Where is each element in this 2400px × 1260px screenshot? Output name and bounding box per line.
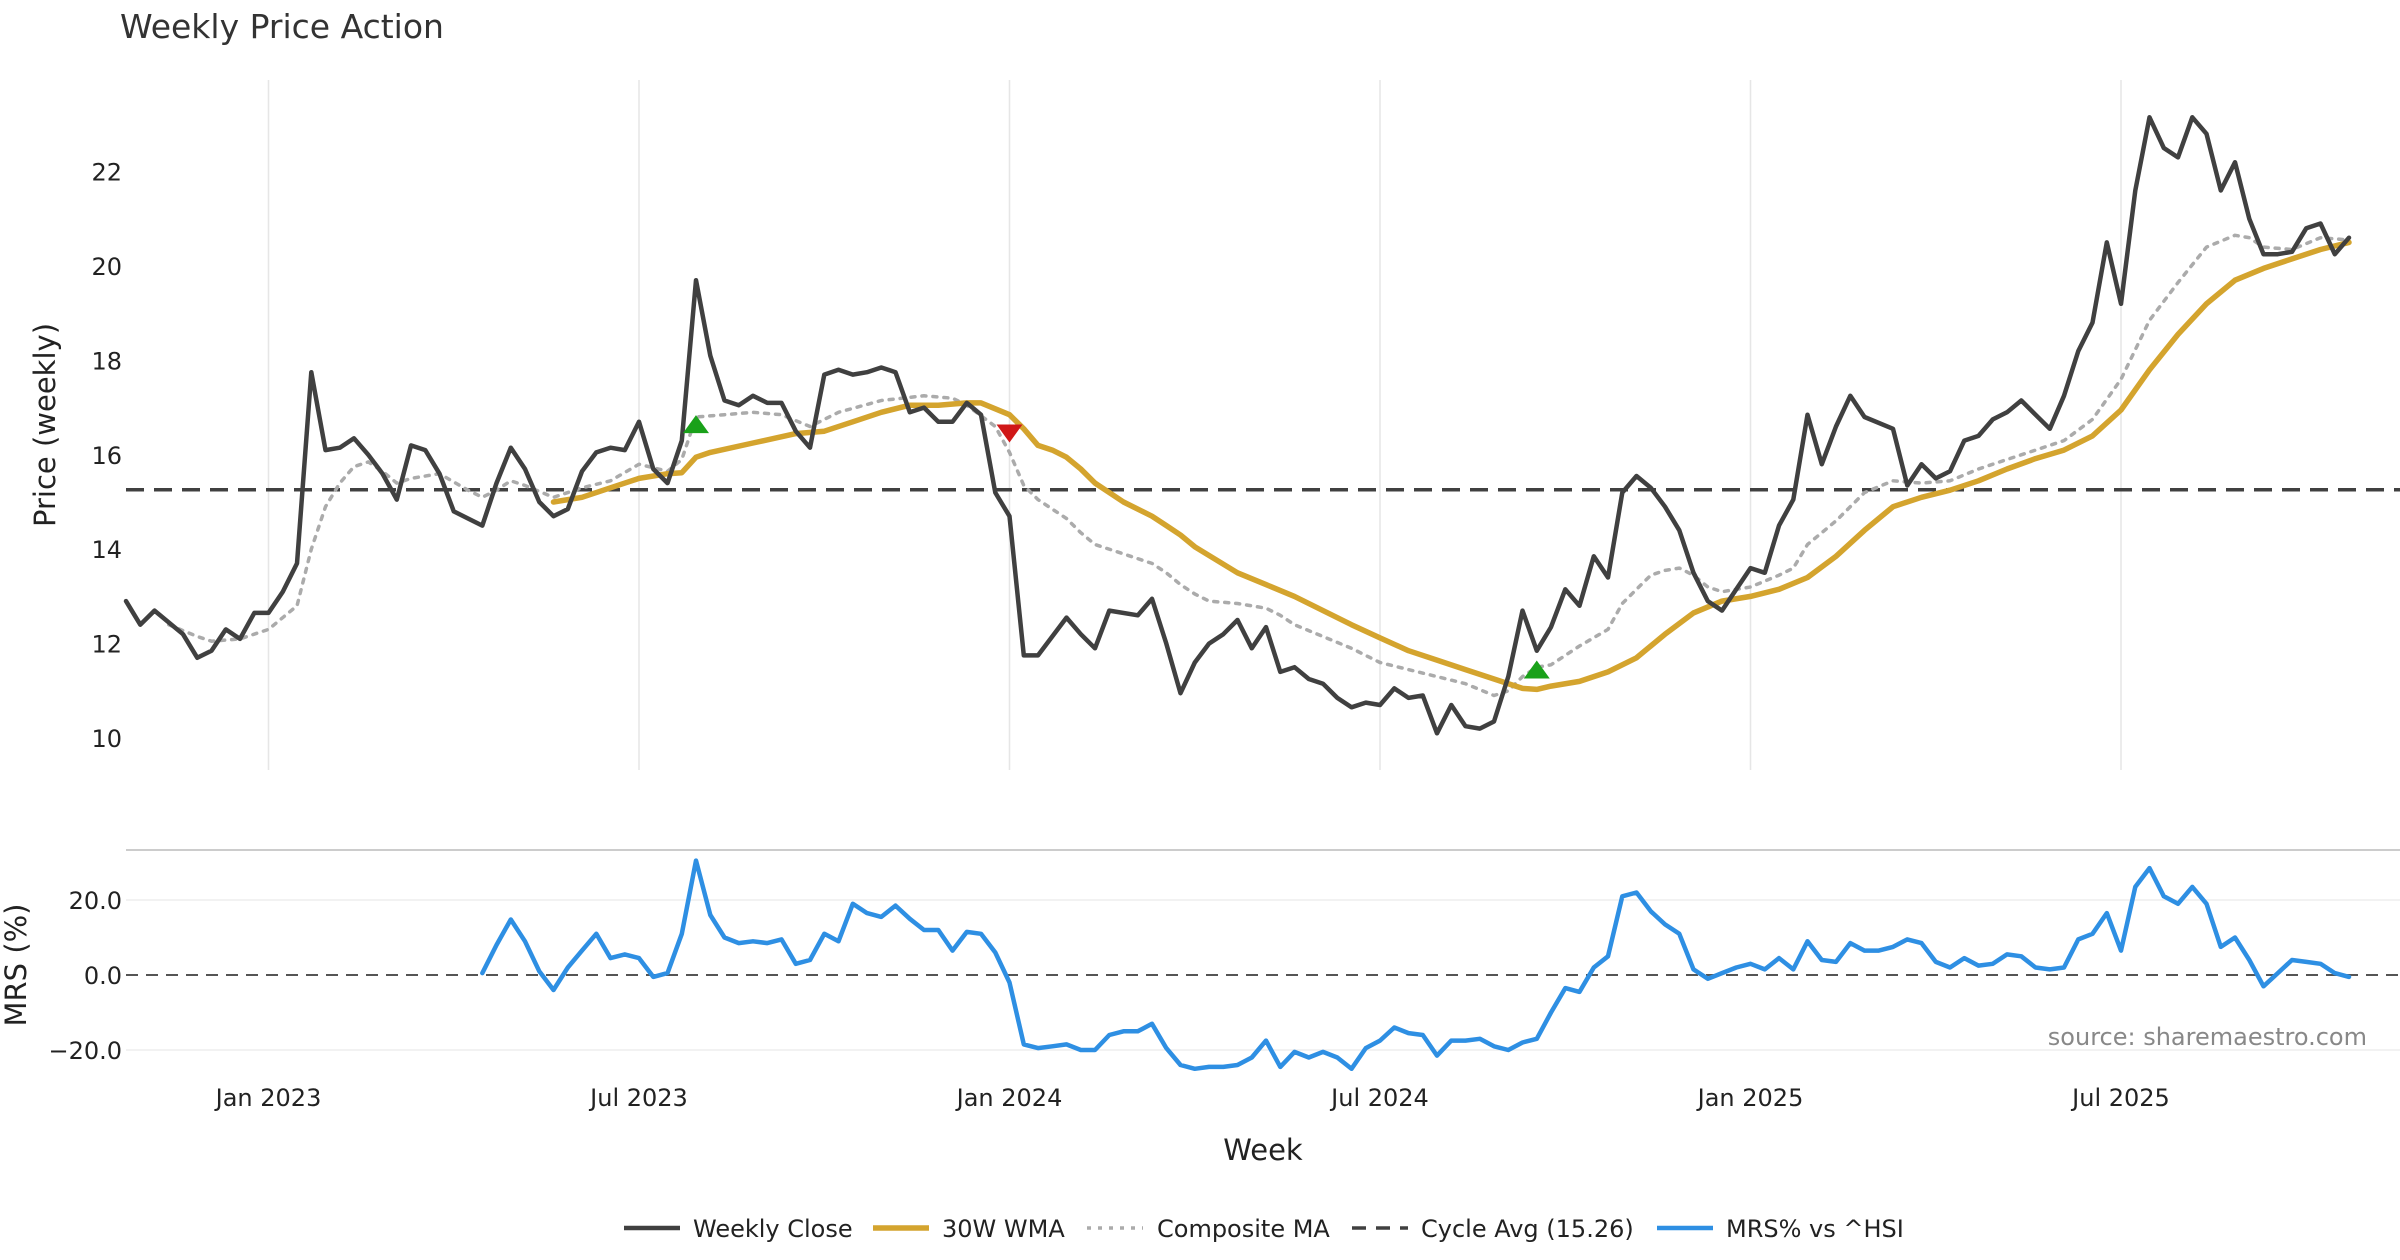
mrs-gridlines xyxy=(126,849,2400,1051)
price-ytick-label: 20 xyxy=(91,253,122,281)
series-composite-ma xyxy=(167,233,2351,698)
legend-label-30w-wma: 30W WMA xyxy=(942,1215,1065,1243)
chart-title: Weekly Price Action xyxy=(120,7,444,46)
series-30w-wma xyxy=(550,239,2352,693)
legend: Weekly Close 30W WMA Composite MA Cycle Avg… xyxy=(624,1215,1904,1243)
price-ytick-label: 16 xyxy=(91,442,122,470)
x-tick-label: Jan 2023 xyxy=(214,1084,322,1112)
x-ticks: Jan 2023 Jul 2023 Jan 2024 Jul 2024 Jan 2025… xyxy=(214,1084,2170,1112)
price-ytick-label: 14 xyxy=(91,536,122,564)
source-note: source: sharemaestro.com xyxy=(2048,1023,2367,1051)
x-tick-label: Jul 2025 xyxy=(2070,1084,2170,1112)
mrs-y-ticks: −20.0 0.0 20.0 xyxy=(48,887,122,1065)
x-tick-label: Jan 2024 xyxy=(955,1084,1063,1112)
price-y-ticks: 10 12 14 16 18 20 22 xyxy=(91,159,122,753)
x-axis-label: Week xyxy=(1223,1133,1303,1167)
sell-signal-marker xyxy=(996,424,1023,443)
price-y-axis-label: Price (weekly) xyxy=(28,323,62,527)
mrs-ytick-label: 0.0 xyxy=(84,962,122,990)
price-ytick-label: 18 xyxy=(91,347,122,375)
mrs-ytick-label: −20.0 xyxy=(48,1037,122,1065)
mrs-y-axis-label: MRS (%) xyxy=(0,904,33,1027)
buy-signal-marker xyxy=(1523,660,1550,679)
x-tick-label: Jan 2025 xyxy=(1696,1084,1804,1112)
signal-markers xyxy=(683,415,1550,679)
series-mrs-vs-hsi xyxy=(480,858,2352,1072)
price-ytick-label: 12 xyxy=(91,631,122,659)
buy-signal-marker xyxy=(683,415,709,434)
legend-label-mrs-vs-hsi: MRS% vs ^HSI xyxy=(1726,1215,1904,1243)
series-layer xyxy=(123,115,2400,1072)
x-tick-label: Jul 2023 xyxy=(588,1084,688,1112)
series-weekly-close xyxy=(123,115,2352,736)
price-ytick-label: 10 xyxy=(91,725,122,753)
legend-label-cycle-avg-15-26: Cycle Avg (15.26) xyxy=(1421,1215,1634,1243)
mrs-ytick-label: 20.0 xyxy=(69,887,122,915)
legend-label-composite-ma: Composite MA xyxy=(1157,1215,1330,1243)
legend-label-weekly-close: Weekly Close xyxy=(693,1215,853,1243)
price-ytick-label: 22 xyxy=(91,159,122,187)
x-tick-label: Jul 2024 xyxy=(1329,1084,1429,1112)
